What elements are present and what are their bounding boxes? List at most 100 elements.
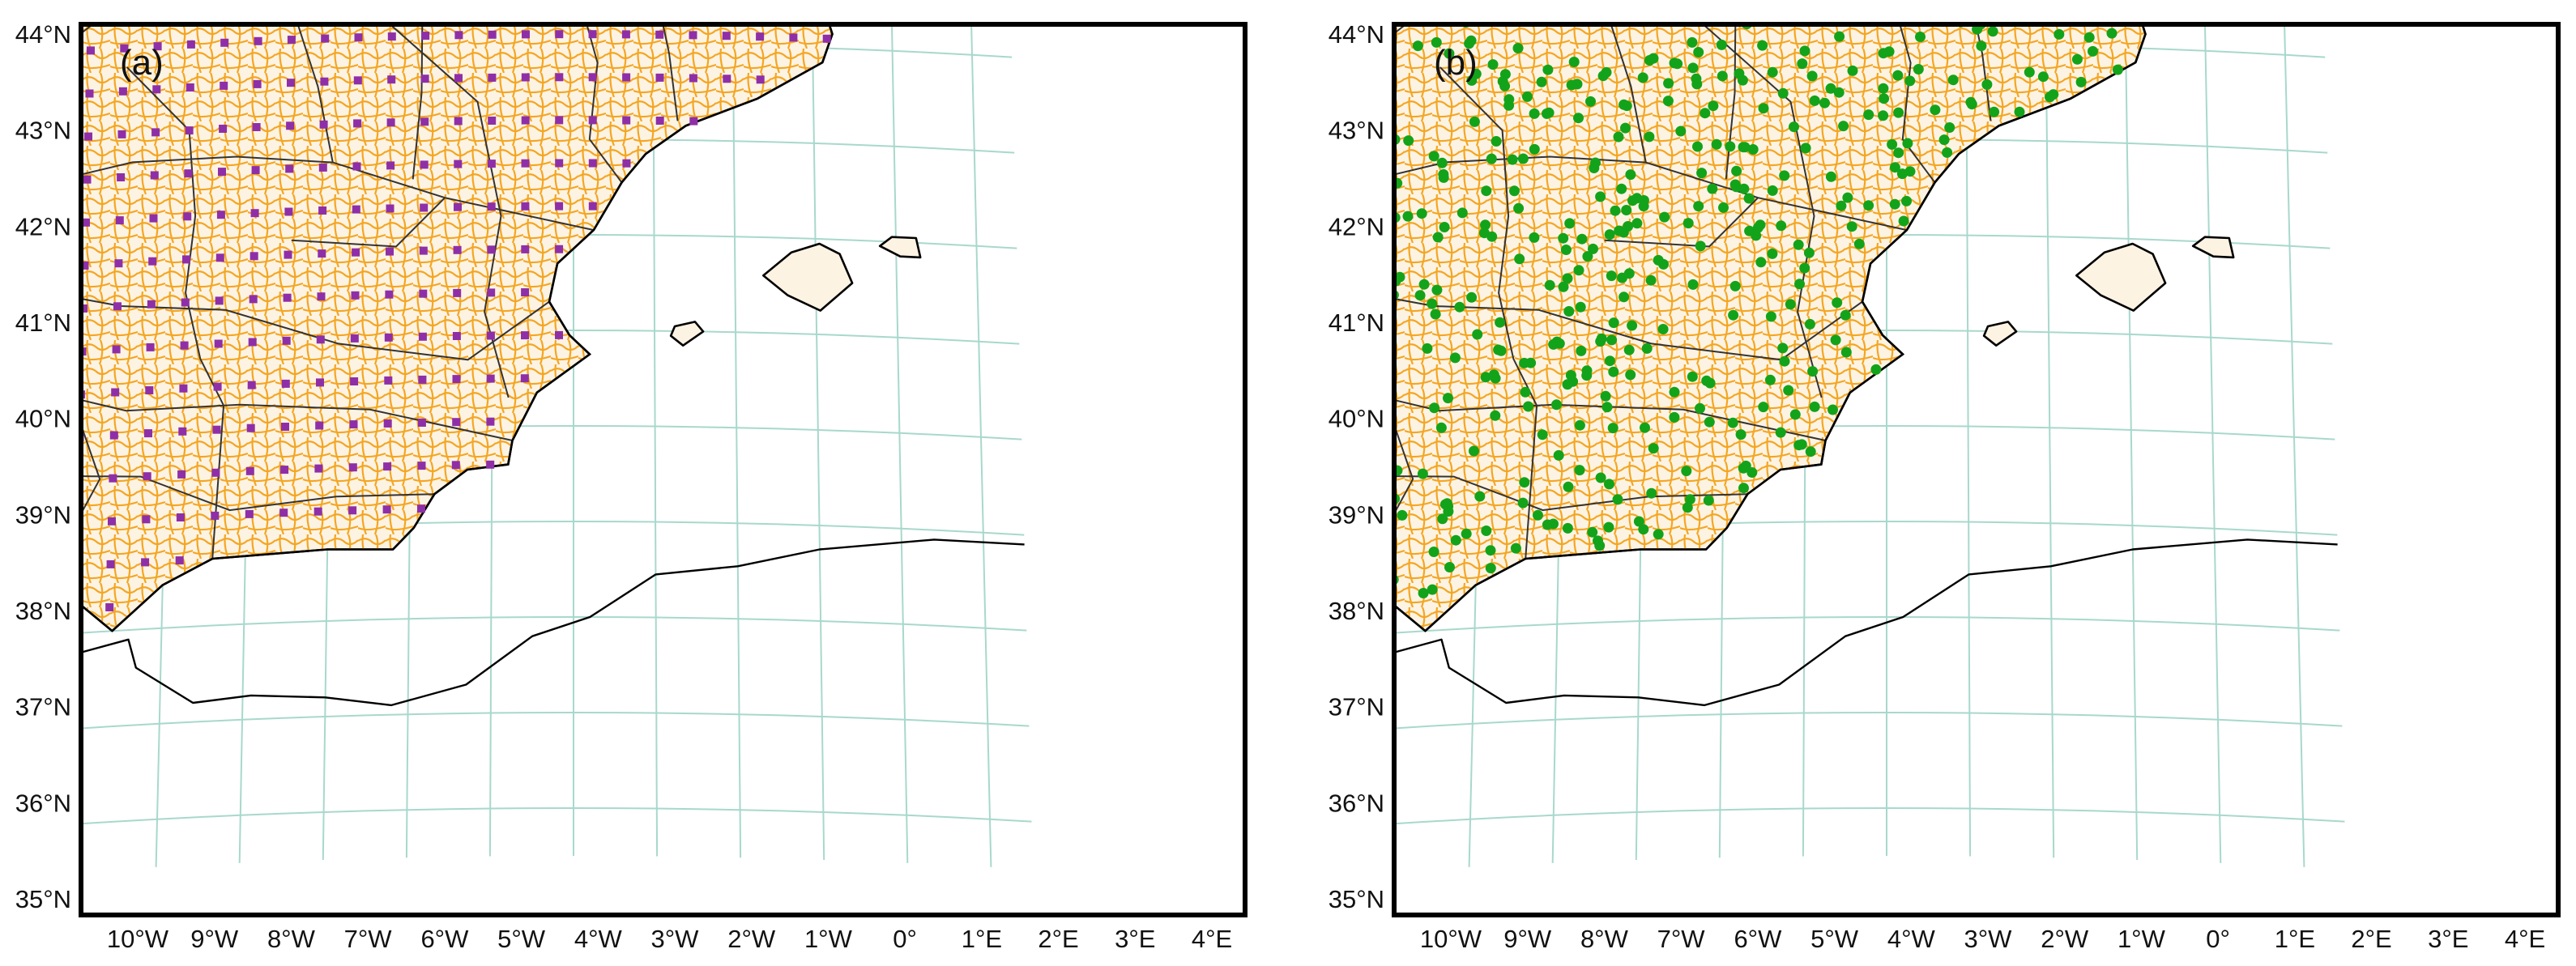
station-marker: [1211, 504, 1222, 514]
station-marker: [1329, 295, 1340, 305]
grid-point-marker: [354, 33, 363, 42]
station-marker: [1631, 193, 1643, 204]
grid-point-marker: [215, 296, 224, 305]
station-marker: [1747, 144, 1759, 155]
grid-point-marker: [41, 436, 49, 444]
station-marker: [1738, 483, 1749, 494]
grid-point-marker: [420, 203, 429, 212]
grid-point-marker: [316, 335, 325, 344]
grid-point-marker: [45, 350, 53, 358]
grid-point-marker: [655, 30, 664, 39]
balearic-island: [878, 236, 922, 259]
station-marker: [1728, 309, 1739, 321]
station-marker: [1794, 279, 1805, 290]
province-boundary: [1899, 24, 1936, 183]
panel-a: (a) 44°N 43°N 42°N 41°N 40°N 39°N 38°N 37°N 36°N…: [15, 2, 1247, 953]
balearic-island: [2191, 236, 2235, 259]
balearic-island: [1982, 321, 2018, 347]
station-marker: [2061, 6, 2071, 16]
grid-point-marker: [122, 2, 130, 10]
station-marker: [1767, 248, 1778, 259]
station-marker: [1226, 483, 1236, 494]
station-marker: [1828, 9, 1839, 19]
station-marker: [1171, 531, 1181, 542]
station-marker: [1789, 409, 1801, 420]
station-marker: [1659, 211, 1670, 223]
station-marker: [1701, 375, 1712, 386]
lon-tick-label: 6°W: [420, 925, 469, 953]
grid-point-marker: [386, 118, 395, 127]
station-marker: [1363, 269, 1374, 279]
grid-point-marker: [85, 89, 94, 98]
station-marker: [1185, 410, 1196, 420]
station-marker: [1595, 191, 1606, 202]
grid-point-marker: [246, 423, 255, 432]
station-marker: [1803, 247, 1815, 258]
station-marker: [1350, 67, 1361, 78]
station-marker: [1512, 43, 1524, 53]
grid-point-marker: [387, 32, 396, 41]
grid-point-marker: [454, 160, 463, 168]
province-boundary: [81, 422, 101, 516]
station-marker: [1393, 11, 1404, 22]
grid-point-marker: [417, 504, 425, 513]
lon-tick-label: 2°W: [2041, 925, 2089, 953]
station-marker: [1889, 198, 1900, 210]
station-marker: [1536, 76, 1547, 87]
station-marker: [1691, 79, 1703, 90]
station-marker: [1366, 375, 1376, 385]
station-marker: [1342, 186, 1353, 197]
station-marker: [1427, 298, 1438, 309]
panel-b-lon-labels: 10°W 9°W 8°W 7°W 6°W 5°W 4°W 3°W 2°W 1°W 0° 1°E 2°E 3…: [1420, 925, 2545, 953]
grid-point-marker: [417, 419, 426, 427]
lat-tick-label: 41°N: [15, 309, 71, 337]
grid-point-marker: [180, 341, 189, 350]
graticule-meridian: [2203, 24, 2222, 863]
station-marker: [1898, 215, 1909, 227]
station-marker: [1878, 110, 1889, 121]
province-boundary: [586, 24, 623, 183]
lat-tick-label: 39°N: [1329, 500, 1384, 529]
station-marker: [1342, 259, 1353, 270]
grid-point-marker: [83, 175, 92, 184]
grid-point-marker: [186, 83, 194, 91]
grid-point-marker: [555, 116, 564, 125]
grid-point-marker: [655, 117, 664, 125]
panel-b: (b) 44°N 43°N 42°N 41°N 40°N 39°N 38°N 37°N 36°N…: [1161, 0, 2561, 953]
station-marker: [1692, 141, 1703, 152]
station-marker: [1290, 499, 1300, 509]
station-marker: [1990, 1, 2000, 11]
grid-point-marker: [108, 517, 116, 526]
lon-tick-label: 2°E: [2351, 925, 2391, 953]
station-marker: [1789, 121, 1799, 133]
grid-point-marker: [144, 429, 152, 438]
grid-point-marker: [211, 511, 220, 520]
station-marker: [1403, 135, 1414, 147]
grid-point-marker: [254, 36, 262, 45]
station-marker: [1623, 268, 1635, 279]
grid-point-marker: [521, 288, 530, 296]
station-marker: [1563, 481, 1574, 492]
station-marker: [1731, 165, 1742, 177]
grid-point-marker: [109, 431, 118, 440]
station-marker: [1161, 355, 1171, 366]
station-marker: [1429, 402, 1440, 414]
station-marker: [1548, 338, 1559, 350]
grid-point-marker: [282, 336, 291, 345]
station-marker: [1603, 521, 1614, 533]
station-marker: [1695, 402, 1705, 414]
station-marker: [1840, 309, 1851, 321]
station-marker: [1336, 240, 1346, 250]
station-marker: [1397, 509, 1408, 521]
graticule-meridian: [731, 24, 742, 858]
grid-point-marker: [522, 30, 530, 39]
station-marker: [1553, 449, 1564, 461]
lat-tick-label: 38°N: [1329, 597, 1384, 625]
grid-point-marker: [177, 470, 186, 479]
station-marker: [1644, 0, 1654, 7]
station-marker: [1564, 218, 1576, 229]
station-marker: [1704, 416, 1715, 428]
station-marker: [1336, 0, 1346, 7]
station-marker: [1699, 2, 1709, 13]
station-marker: [1930, 104, 1941, 116]
